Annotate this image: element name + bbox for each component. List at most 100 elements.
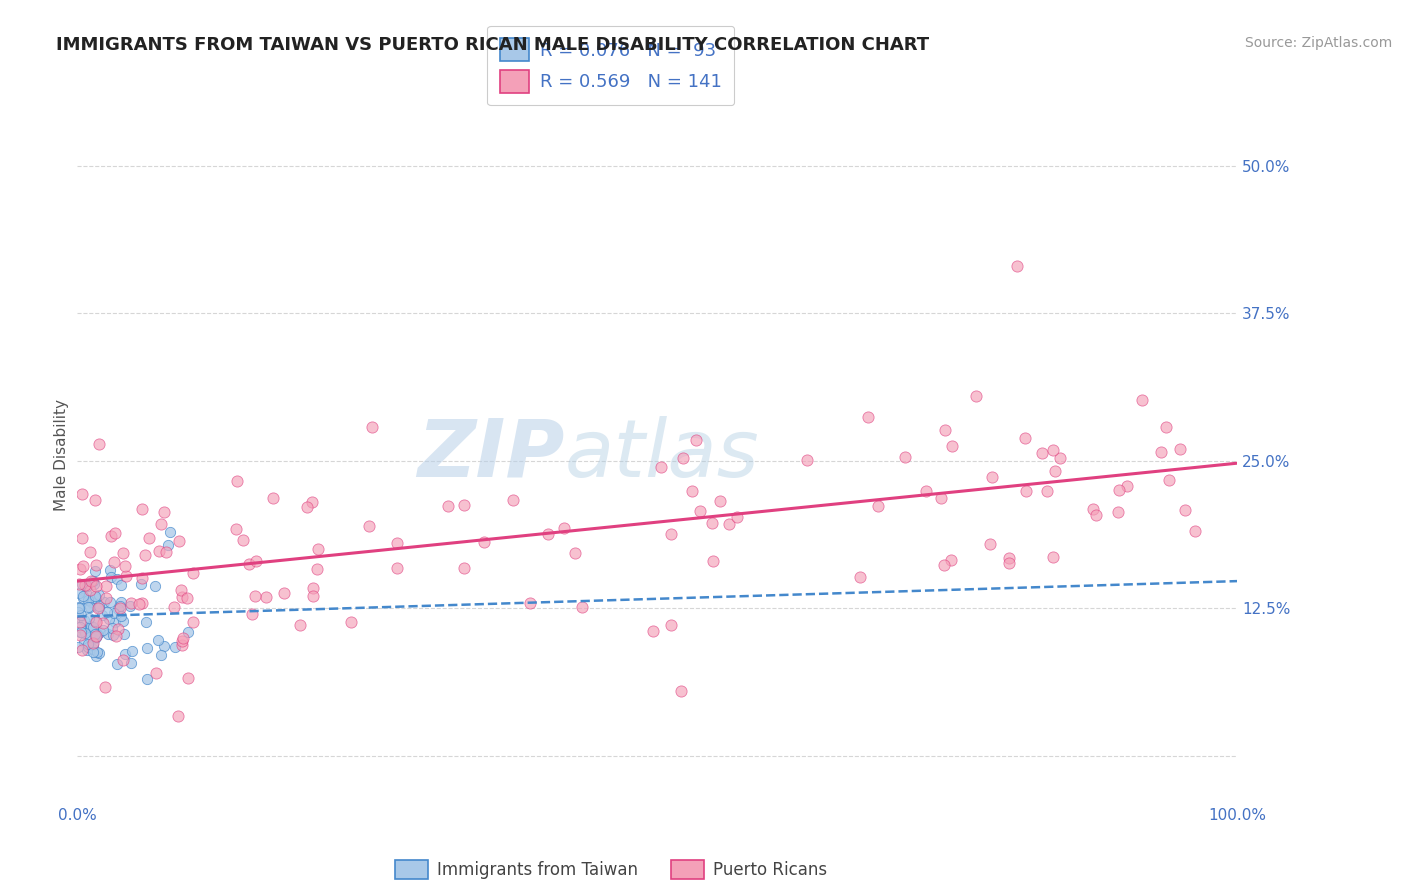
Point bbox=[167, 709, 190, 723]
Point bbox=[67, 600, 90, 615]
Point bbox=[84, 626, 107, 640]
Point bbox=[84, 615, 107, 629]
Text: Source: ZipAtlas.com: Source: ZipAtlas.com bbox=[1244, 36, 1392, 50]
Point bbox=[172, 632, 194, 646]
Point bbox=[67, 640, 90, 654]
Point bbox=[681, 483, 703, 498]
Point bbox=[83, 589, 105, 603]
Point bbox=[110, 609, 132, 624]
Point bbox=[138, 531, 160, 545]
Point bbox=[702, 516, 724, 530]
Point bbox=[894, 450, 917, 464]
Point bbox=[155, 544, 177, 558]
Point bbox=[83, 632, 105, 646]
Point bbox=[571, 600, 593, 615]
Point bbox=[73, 635, 96, 649]
Point bbox=[177, 671, 200, 685]
Point bbox=[70, 576, 93, 591]
Point bbox=[75, 585, 97, 599]
Point bbox=[70, 624, 93, 639]
Point bbox=[1049, 451, 1071, 466]
Point bbox=[67, 606, 90, 620]
Point bbox=[128, 597, 150, 611]
Point bbox=[1132, 392, 1154, 407]
Point bbox=[72, 558, 94, 573]
Point bbox=[100, 529, 122, 543]
Point bbox=[181, 566, 204, 580]
Point bbox=[135, 615, 157, 630]
Point bbox=[72, 531, 94, 545]
Point bbox=[79, 630, 101, 644]
Point bbox=[101, 621, 124, 635]
Point bbox=[868, 499, 890, 513]
Point bbox=[1014, 431, 1036, 445]
Point bbox=[1159, 473, 1181, 487]
Point bbox=[232, 533, 254, 547]
Point bbox=[104, 629, 127, 643]
Point bbox=[669, 683, 692, 698]
Point bbox=[83, 591, 105, 606]
Point bbox=[136, 672, 159, 686]
Point bbox=[361, 419, 384, 434]
Point bbox=[120, 596, 142, 610]
Point bbox=[80, 621, 103, 635]
Point bbox=[1107, 505, 1129, 519]
Point bbox=[1115, 479, 1137, 493]
Point bbox=[96, 605, 118, 619]
Legend: Immigrants from Taiwan, Puerto Ricans: Immigrants from Taiwan, Puerto Ricans bbox=[388, 853, 834, 886]
Point bbox=[105, 657, 128, 671]
Point bbox=[156, 537, 179, 551]
Point bbox=[170, 634, 193, 648]
Point bbox=[69, 562, 91, 576]
Point bbox=[169, 533, 191, 548]
Point bbox=[120, 599, 142, 613]
Point bbox=[472, 535, 495, 549]
Point bbox=[94, 579, 117, 593]
Text: ZIP: ZIP bbox=[418, 416, 565, 494]
Point bbox=[672, 450, 695, 465]
Point bbox=[553, 521, 575, 535]
Point bbox=[84, 564, 107, 578]
Point bbox=[1081, 501, 1104, 516]
Point bbox=[725, 509, 748, 524]
Point bbox=[72, 591, 94, 605]
Point bbox=[84, 649, 107, 664]
Point bbox=[453, 498, 475, 512]
Point bbox=[131, 596, 153, 610]
Point bbox=[67, 586, 90, 600]
Point bbox=[84, 627, 107, 641]
Point bbox=[254, 590, 277, 604]
Point bbox=[135, 641, 157, 656]
Point bbox=[83, 576, 105, 591]
Point bbox=[97, 627, 120, 641]
Point bbox=[77, 640, 100, 654]
Point bbox=[93, 595, 115, 609]
Point bbox=[86, 627, 108, 641]
Point bbox=[709, 493, 731, 508]
Point bbox=[172, 591, 194, 605]
Point bbox=[176, 591, 198, 605]
Point bbox=[100, 570, 122, 584]
Point bbox=[84, 630, 107, 644]
Point bbox=[159, 524, 181, 539]
Point bbox=[82, 636, 104, 650]
Point bbox=[70, 642, 93, 657]
Point bbox=[1031, 446, 1053, 460]
Point bbox=[998, 556, 1021, 570]
Point bbox=[856, 409, 879, 424]
Point bbox=[641, 624, 664, 638]
Point bbox=[129, 576, 152, 591]
Point bbox=[80, 619, 103, 633]
Point bbox=[98, 595, 121, 609]
Point bbox=[1042, 550, 1064, 565]
Point bbox=[849, 570, 872, 584]
Point bbox=[70, 487, 93, 501]
Point bbox=[120, 656, 142, 670]
Point bbox=[163, 600, 186, 615]
Point bbox=[84, 558, 107, 572]
Point bbox=[86, 628, 108, 642]
Point bbox=[79, 594, 101, 608]
Point bbox=[941, 553, 963, 567]
Point bbox=[87, 601, 110, 615]
Point bbox=[110, 595, 132, 609]
